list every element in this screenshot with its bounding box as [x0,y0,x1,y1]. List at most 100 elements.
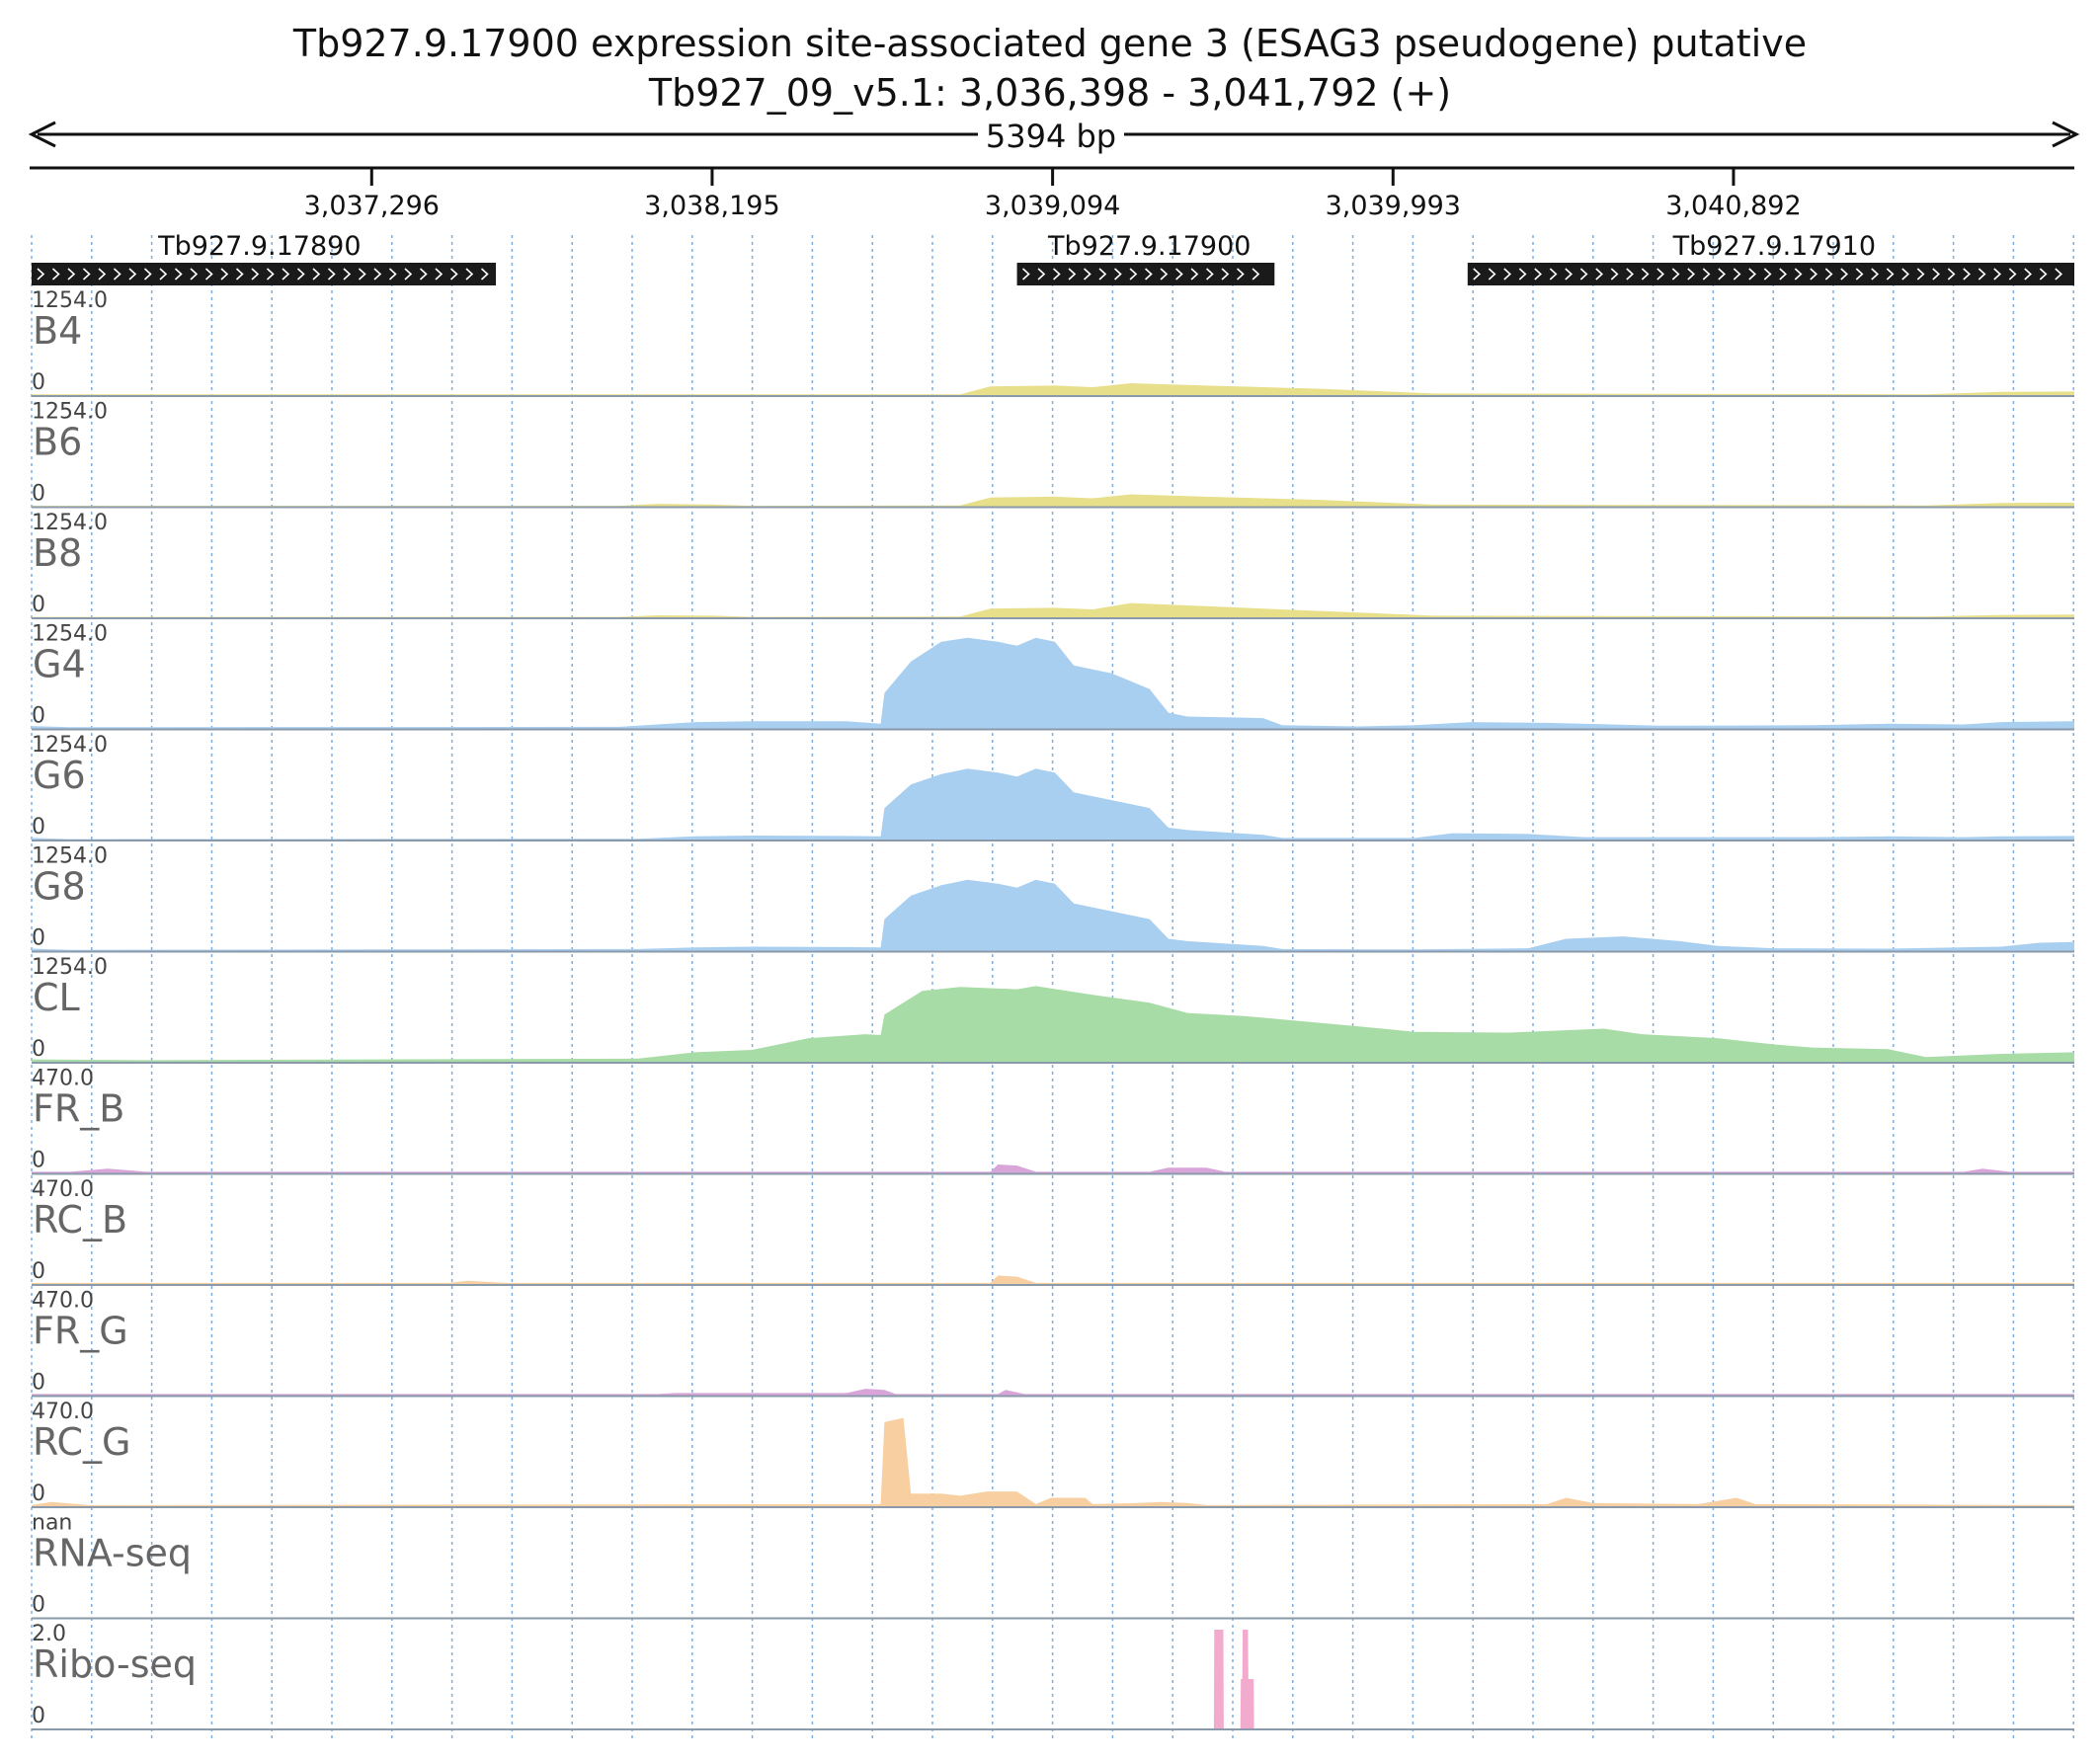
locus-coordinates: Tb927_09_v5.1: 3,036,398 - 3,041,792 (+) [648,71,1452,115]
strand-arrow [113,268,121,280]
strand-arrow [159,268,168,280]
strand-arrow [1098,268,1107,280]
strand-arrow [296,268,305,280]
strand-arrow [1068,268,1077,280]
coverage-area [32,986,2074,1062]
track-fr-g: 470.0FR_G 0 [32,1289,2074,1398]
strand-arrow [1748,268,1756,280]
strand-arrow [404,268,413,280]
track-name: CL [33,976,80,1019]
strand-arrow [82,268,91,280]
gene-label[interactable]: Tb927.9.17900 [1047,231,1251,262]
ruler-ticks: 3,037,296 3,038,195 3,039,094 3,039,993 3,04… [304,168,1802,221]
track-name: G8 [33,865,86,909]
strand-arrow [2024,268,2032,280]
strand-arrow [1190,268,1199,280]
track-max-label: 470.0 [32,1289,94,1314]
strand-arrow [1810,268,1817,280]
strand-arrow [282,268,290,280]
strand-arrow [1175,268,1183,280]
track-rc-g: 470.0RC_G 0 [32,1400,2074,1508]
track-min-label: 0 [32,704,45,729]
track-fr-b: 470.0FR_B 0 [32,1067,2074,1175]
strand-arrow [1718,268,1726,280]
strand-arrow [1794,268,1803,280]
strand-arrow [1840,268,1848,280]
gene-model[interactable] [1016,263,1275,285]
strand-arrow [358,268,366,280]
strand-arrow [1145,268,1153,280]
strand-arrow [1687,268,1695,280]
coverage-area [32,1164,2074,1173]
span-label-bg [978,117,1124,152]
track-min-label: 0 [32,593,45,617]
coverage-area [32,879,2074,951]
strand-arrow [1503,268,1511,280]
strand-arrow [1963,268,1971,280]
track-name: RC_G [33,1420,131,1464]
ruler-tick-label: 3,037,296 [304,191,440,221]
strand-arrow [1641,268,1650,280]
strand-arrow [343,268,352,280]
strand-arrow [1488,268,1496,280]
strand-arrow [1237,268,1245,280]
track-max-label: 1254.0 [32,288,108,313]
track-name: FR_B [33,1087,124,1131]
strand-arrow [1518,268,1527,280]
track-max-label: 1254.0 [32,733,108,758]
track-g4: 1254.0G4 0 [32,622,2074,731]
span-arrow-left [28,120,56,148]
strand-arrow [2055,268,2062,280]
gene-label[interactable]: Tb927.9.17890 [157,231,361,262]
coverage-area [32,383,2074,395]
strand-arrow [220,268,229,280]
strand-arrow [128,268,137,280]
track-max-label: 1254.0 [32,955,108,980]
strand-arrow [435,268,444,280]
strand-arrow [465,268,474,280]
strand-arrow [1114,268,1122,280]
strand-arrow [1993,268,2001,280]
track-name: G4 [33,643,86,686]
strand-arrow [312,268,321,280]
strand-arrow [1579,268,1588,280]
track-b4: 1254.0B4 0 [32,288,2074,397]
strand-arrow [1855,268,1864,280]
strand-arrow [1824,268,1833,280]
track-name: RC_B [33,1198,127,1242]
strand-arrow [1932,268,1940,280]
strand-arrow [1886,268,1895,280]
track-max-label: 1254.0 [32,844,108,869]
strand-arrow [51,268,60,280]
track-cl: 1254.0CL 0 [32,955,2074,1064]
strand-arrow [1037,268,1046,280]
strand-arrow [1871,268,1879,280]
strand-arrow [1779,268,1787,280]
scale-bar: 5394 bp [28,117,2080,170]
strand-arrow [1595,268,1603,280]
strand-arrow [1978,268,1986,280]
gene-title: Tb927.9.17900 expression site-associated… [292,22,1808,65]
strand-arrow [1947,268,1956,280]
coverage-area [32,1275,2074,1284]
coverage-area [32,602,2074,617]
coverage-area [32,637,2074,729]
track-max-label: 470.0 [32,1177,94,1202]
track-g8: 1254.0G8 0 [32,844,2074,953]
gene-label[interactable]: Tb927.9.17910 [1672,231,1876,262]
strand-arrow [480,268,489,280]
strand-arrow [1129,268,1138,280]
strand-arrow [1610,268,1619,280]
strand-arrow [1534,268,1542,280]
span-arrow-right [2052,120,2080,148]
track-name: RNA-seq [33,1532,192,1575]
strand-arrow [1084,268,1091,280]
gene-model[interactable] [32,263,497,285]
track-min-label: 0 [32,1593,45,1618]
track-g6: 1254.0G6 0 [32,733,2074,841]
track-b6: 1254.0B6 0 [32,400,2074,509]
ruler-tick-label: 3,039,094 [985,191,1120,221]
strand-arrow [1473,268,1481,280]
track-min-label: 0 [32,370,45,395]
